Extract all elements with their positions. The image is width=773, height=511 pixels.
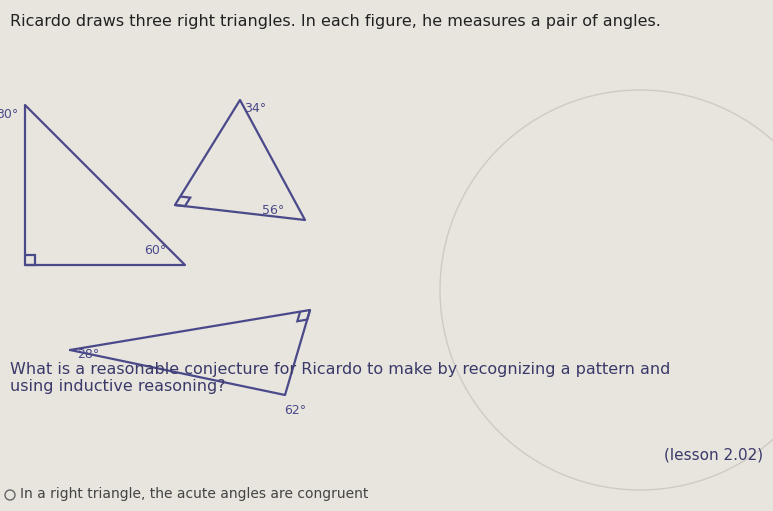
Text: In a right triangle, the acute angles are congruent: In a right triangle, the acute angles ar… (20, 487, 369, 501)
Text: (lesson 2.02): (lesson 2.02) (664, 447, 763, 462)
Text: 62°: 62° (284, 404, 306, 416)
Text: 30°: 30° (0, 108, 18, 122)
Text: Ricardo draws three right triangles. In each figure, he measures a pair of angle: Ricardo draws three right triangles. In … (10, 14, 661, 29)
Text: 28°: 28° (77, 349, 99, 361)
Text: What is a reasonable conjecture for Ricardo to make by recognizing a pattern and: What is a reasonable conjecture for Rica… (10, 362, 670, 394)
Text: 60°: 60° (144, 244, 166, 257)
Text: 34°: 34° (244, 102, 266, 114)
Text: 56°: 56° (262, 203, 284, 217)
